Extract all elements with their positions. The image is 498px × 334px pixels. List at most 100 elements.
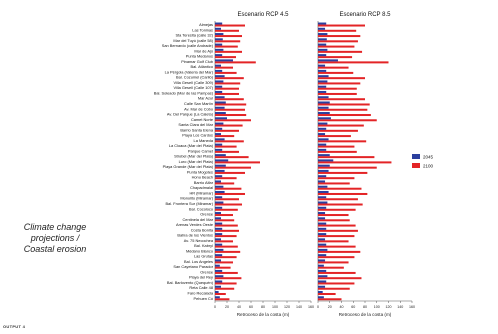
bar-2100 bbox=[215, 177, 237, 180]
bar-2100 bbox=[215, 29, 239, 32]
category-label: Villa Gesell (Calle 309) bbox=[173, 80, 213, 85]
bar-2045 bbox=[215, 259, 221, 262]
x-tick-label: 60 bbox=[351, 305, 355, 309]
bar-2100 bbox=[215, 261, 233, 264]
bar-2100 bbox=[318, 240, 349, 243]
bar-2045 bbox=[215, 175, 223, 178]
x-tick-label: 160 bbox=[308, 305, 314, 309]
bar-2045 bbox=[215, 227, 223, 230]
bar-2100 bbox=[318, 292, 336, 295]
bar-2100 bbox=[215, 245, 238, 248]
bar-2100 bbox=[215, 250, 241, 253]
bar-2045 bbox=[215, 59, 233, 62]
bar-2045 bbox=[215, 154, 226, 157]
bar-2045 bbox=[318, 175, 327, 178]
bar-2100 bbox=[215, 182, 235, 185]
bar-2045 bbox=[215, 169, 225, 172]
bar-2045 bbox=[318, 64, 326, 67]
bar-2100 bbox=[215, 277, 242, 280]
category-label: Av. Mar de Cobo bbox=[184, 106, 213, 111]
bar-2045 bbox=[318, 148, 327, 151]
x-tick-label: 20 bbox=[328, 305, 332, 309]
bar-2100 bbox=[215, 108, 245, 111]
category-label: Monolito (Miramar) bbox=[180, 196, 213, 201]
bar-2045 bbox=[215, 159, 229, 162]
category-label: Orense bbox=[200, 212, 213, 217]
bar-2100 bbox=[318, 214, 349, 217]
bar-2100 bbox=[215, 224, 238, 227]
bar-2100 bbox=[318, 256, 355, 259]
category-label: Strobel (Mar del Plata) bbox=[174, 154, 214, 159]
bar-2045 bbox=[215, 43, 223, 46]
category-label: Honu Beach bbox=[192, 175, 213, 180]
bar-2100 bbox=[318, 166, 377, 169]
bar-2100 bbox=[215, 240, 233, 243]
bar-2100 bbox=[318, 92, 357, 95]
bar-2100 bbox=[318, 135, 351, 138]
category-label: La Pérgola (Valeria del Mar) bbox=[165, 69, 214, 74]
bar-2045 bbox=[215, 27, 221, 30]
bar-2045 bbox=[215, 233, 223, 236]
bar-2100 bbox=[318, 187, 362, 190]
x-tick-label: 80 bbox=[261, 305, 265, 309]
bar-2100 bbox=[215, 187, 242, 190]
category-label: La Maneda bbox=[194, 138, 214, 143]
bar-2100 bbox=[215, 156, 249, 159]
bar-2045 bbox=[215, 264, 220, 267]
x-tick-label: 60 bbox=[249, 305, 253, 309]
bar-2045 bbox=[318, 59, 338, 62]
bar-2045 bbox=[318, 280, 327, 283]
bar-2045 bbox=[318, 122, 328, 125]
bar-2100 bbox=[318, 29, 357, 32]
bar-2100 bbox=[215, 135, 235, 138]
bar-2045 bbox=[318, 133, 326, 136]
category-label: Calle San Martín bbox=[184, 101, 213, 106]
bar-2100 bbox=[318, 203, 363, 206]
bar-2045 bbox=[318, 69, 327, 72]
bar-2100 bbox=[215, 229, 239, 232]
bar-2045 bbox=[215, 206, 223, 209]
category-label: Villa Gesell (Calle 107) bbox=[173, 85, 213, 90]
bar-2100 bbox=[318, 98, 365, 101]
category-label: Camet Norte bbox=[191, 117, 213, 122]
bar-2045 bbox=[215, 196, 223, 199]
bar-2045 bbox=[318, 106, 329, 109]
bar-2100 bbox=[318, 266, 344, 269]
category-label: Santa Clara del Mar bbox=[178, 122, 213, 127]
bar-2045 bbox=[215, 38, 223, 41]
bar-2045 bbox=[215, 164, 226, 167]
bar-2100 bbox=[215, 208, 238, 211]
bar-2045 bbox=[215, 48, 224, 51]
bar-2100 bbox=[215, 292, 226, 295]
x-axis-label: Retroceso de la costa (m) bbox=[237, 312, 290, 317]
panel-title: Escenario RCP 4.5 bbox=[238, 12, 290, 18]
category-label: Bal. Kabryl bbox=[194, 243, 213, 248]
bar-2100 bbox=[318, 224, 356, 227]
bar-2045 bbox=[318, 101, 330, 104]
bar-2100 bbox=[215, 129, 239, 132]
bar-2045 bbox=[318, 112, 330, 115]
bar-2100 bbox=[215, 287, 235, 290]
x-tick-label: 100 bbox=[374, 305, 380, 309]
category-label: Las Grutas bbox=[194, 254, 213, 259]
bar-2100 bbox=[318, 287, 350, 290]
bar-2100 bbox=[318, 108, 368, 111]
bar-2045 bbox=[215, 190, 225, 193]
category-label: Bal. Cozumel (Cariló) bbox=[176, 75, 214, 80]
bar-2100 bbox=[215, 298, 230, 301]
bar-2100 bbox=[215, 166, 251, 169]
bar-2100 bbox=[318, 235, 355, 238]
caption-line-2: projections / bbox=[30, 233, 80, 243]
category-label: Bal. Barlovento (Quequén) bbox=[167, 280, 214, 285]
category-label: Bal. Cocoloco bbox=[189, 206, 213, 211]
category-label: Bahía de los Vientos bbox=[177, 233, 213, 238]
bar-2100 bbox=[215, 119, 251, 122]
category-label: Punta Mogotes bbox=[187, 169, 213, 174]
bar-2100 bbox=[318, 161, 392, 164]
category-label: Bal. Los Angeles bbox=[184, 259, 213, 264]
bar-2100 bbox=[215, 161, 260, 164]
bar-2045 bbox=[318, 296, 324, 299]
category-label: San Bernardo (calle Andrade) bbox=[162, 43, 214, 48]
bar-2045 bbox=[215, 290, 219, 293]
x-tick-label: 100 bbox=[272, 305, 278, 309]
